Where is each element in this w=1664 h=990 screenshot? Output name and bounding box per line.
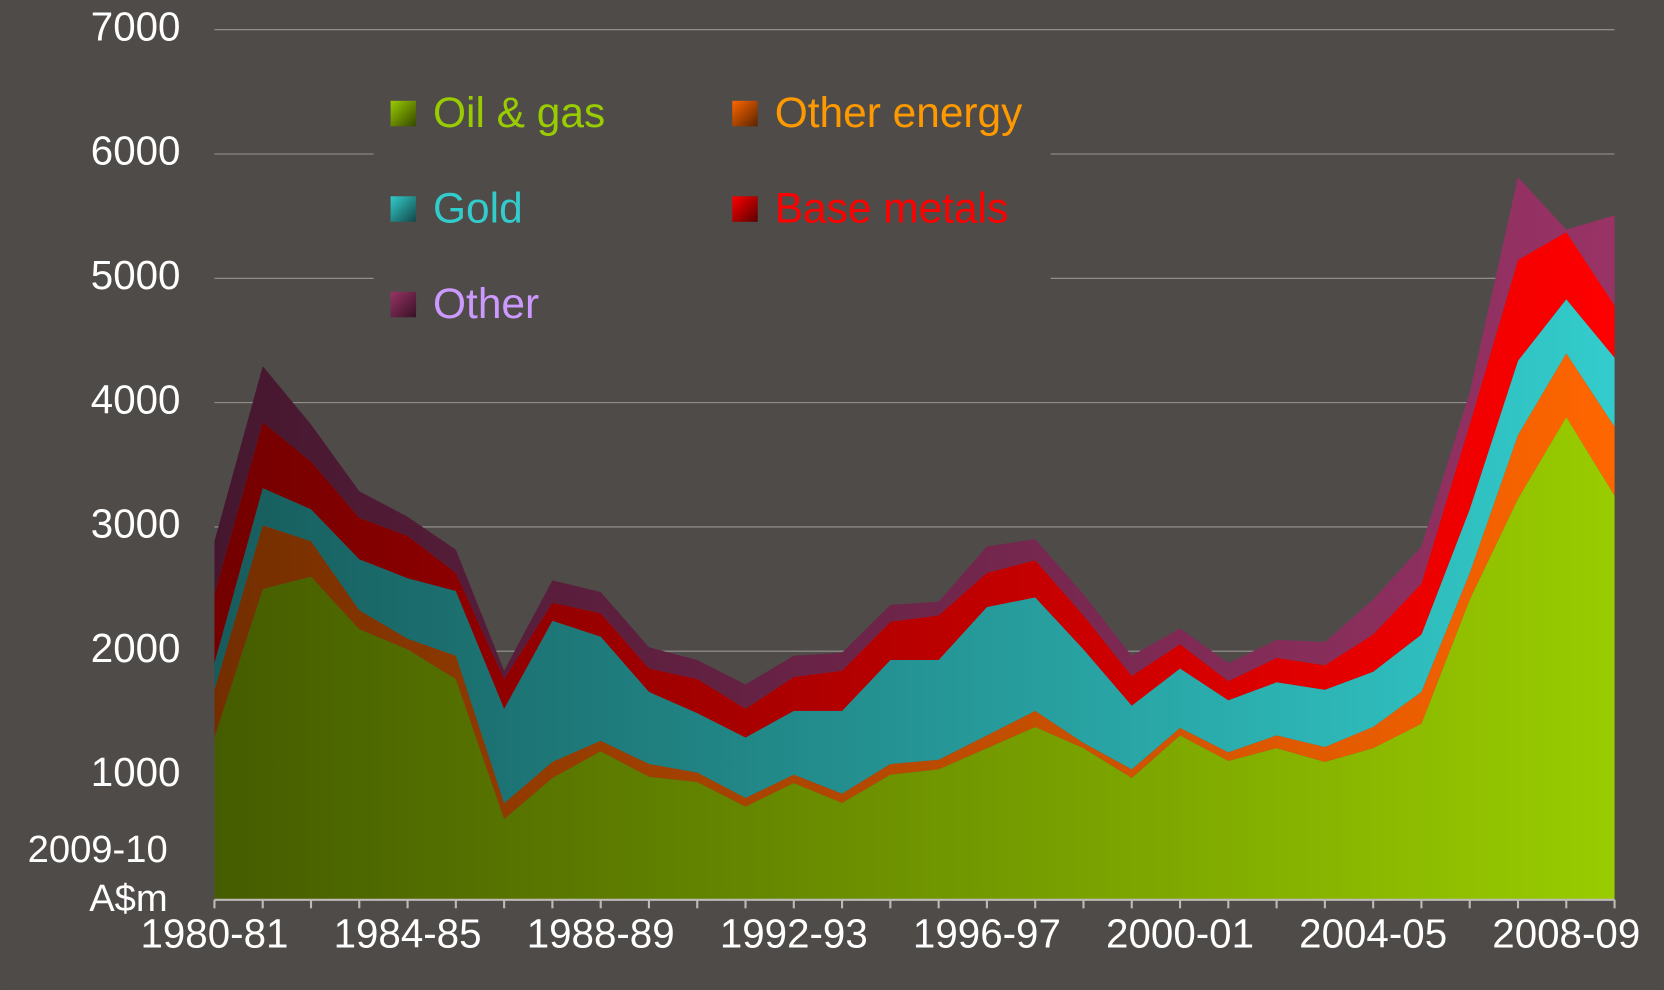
y-tick-label: 6000 xyxy=(91,128,181,174)
y-tick-label: 3000 xyxy=(91,501,181,547)
y-axis-label: 2009-10 xyxy=(28,828,168,871)
legend-swatch xyxy=(390,196,417,222)
x-tick-label: 1988-89 xyxy=(527,911,675,957)
x-tick-label: 2000-01 xyxy=(1106,911,1254,957)
y-tick-label: 4000 xyxy=(91,376,181,422)
x-tick-label: 1992-93 xyxy=(720,911,868,957)
y-tick-label: 1000 xyxy=(91,749,181,795)
y-tick-label: 7000 xyxy=(91,3,181,49)
y-tick-label: 5000 xyxy=(91,252,181,298)
legend-label: Other xyxy=(433,280,539,327)
y-axis-label: A$m xyxy=(89,877,168,920)
x-tick-label: 2008-09 xyxy=(1492,911,1640,957)
area xyxy=(214,417,1615,900)
legend-label: Base metals xyxy=(775,184,1009,231)
legend-box xyxy=(373,63,1051,329)
legend-label: Gold xyxy=(433,184,523,231)
legend-label: Oil & gas xyxy=(433,89,605,136)
area xyxy=(214,299,1615,804)
area xyxy=(214,232,1615,738)
legend-swatch xyxy=(390,291,417,318)
x-tick-label: 1996-97 xyxy=(913,911,1061,957)
legend-swatch xyxy=(732,196,758,222)
x-tick-label: 1980-81 xyxy=(140,911,288,957)
x-tick-label: 1984-85 xyxy=(334,911,482,957)
y-tick-label: 2000 xyxy=(91,625,181,671)
legend-label: Other energy xyxy=(775,89,1023,136)
legend-swatch xyxy=(732,100,758,127)
legend-swatch xyxy=(390,100,417,127)
x-tick-label: 2004-05 xyxy=(1299,911,1447,957)
